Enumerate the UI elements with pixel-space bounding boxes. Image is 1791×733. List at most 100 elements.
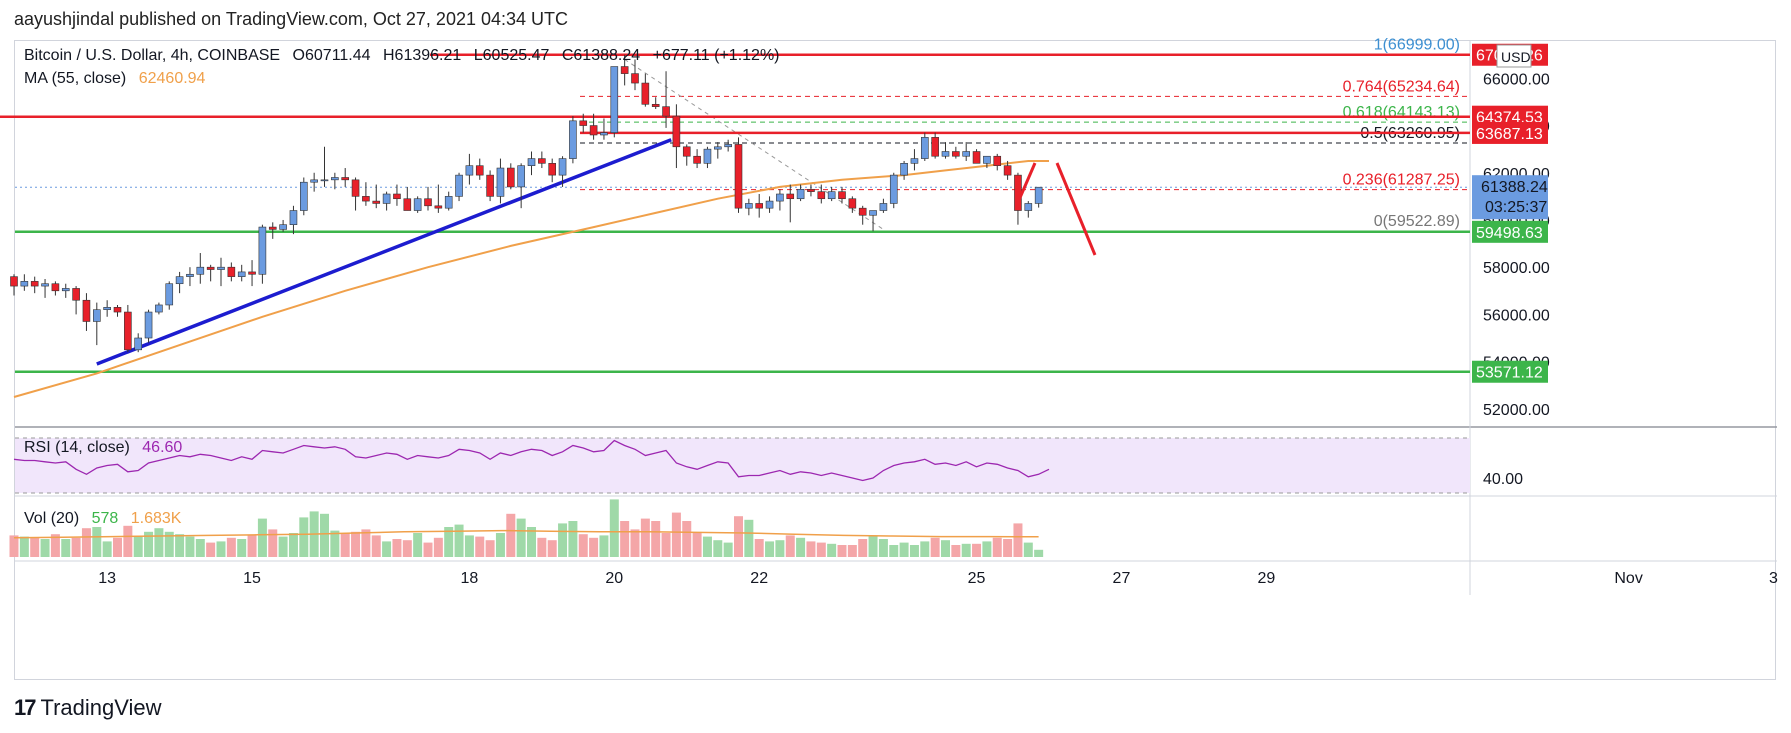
candle-body xyxy=(558,158,567,176)
currency-badge xyxy=(1496,44,1532,68)
rsi-label: RSI (14, close) xyxy=(24,439,130,456)
candle-body xyxy=(786,193,795,200)
volume-label: Vol (20) xyxy=(24,510,80,527)
price-badge xyxy=(1472,220,1548,243)
volume-bar xyxy=(154,528,164,557)
volume-bar xyxy=(247,535,257,557)
candle-body xyxy=(910,158,919,164)
volume-bar xyxy=(920,541,930,557)
candle-body xyxy=(672,115,681,148)
candle-body xyxy=(30,281,39,287)
rsi-value: 46.60 xyxy=(142,439,183,456)
volume-bar xyxy=(661,533,671,557)
candle-body xyxy=(931,137,939,157)
rsi-legend: RSI (14, close) 46.60 xyxy=(24,439,190,457)
price-badge-label: 59498.63 xyxy=(1476,225,1543,242)
candle-body xyxy=(889,174,898,204)
time-tick-label: 22 xyxy=(750,570,768,587)
rsi-tick-label: 40.00 xyxy=(1483,471,1523,488)
candle-body xyxy=(713,146,722,150)
volume-bar xyxy=(723,542,733,557)
low-value: L60525.47 xyxy=(473,47,550,64)
candle-body xyxy=(279,224,287,230)
time-tick-label: 27 xyxy=(1113,570,1131,587)
candle-body xyxy=(144,311,153,339)
candle-body xyxy=(641,82,650,105)
volume-bar xyxy=(899,542,909,557)
candle-body xyxy=(103,307,111,310)
candle-body xyxy=(155,304,163,313)
candle-body xyxy=(827,191,836,200)
candle-body xyxy=(517,165,525,188)
volume-bar xyxy=(330,530,340,557)
candle-body xyxy=(237,271,246,277)
volume-bar xyxy=(495,533,505,557)
candle-body xyxy=(848,198,857,209)
candle-body xyxy=(631,73,639,84)
candle-body xyxy=(320,179,329,182)
candle-body xyxy=(682,146,691,157)
volume-bar xyxy=(816,542,826,557)
high-value: H61396.21 xyxy=(383,47,462,64)
countdown-label: 03:25:37 xyxy=(1485,199,1547,216)
moving-average-line xyxy=(13,160,1049,398)
volume-bar xyxy=(796,537,806,557)
volume-bar xyxy=(144,531,154,557)
symbol-legend: Bitcoin / U.S. Dollar, 4h, COINBASE O607… xyxy=(24,47,788,65)
volume-bar xyxy=(858,539,868,557)
volume-bar xyxy=(868,535,878,557)
candle-body xyxy=(662,106,670,117)
volume-bar xyxy=(361,529,371,557)
candle-body xyxy=(1034,186,1043,204)
volume-value: 578 xyxy=(91,510,119,527)
price-tick-label: 56000.00 xyxy=(1483,307,1550,324)
volume-bar xyxy=(454,524,464,557)
price-badge-label: 53571.12 xyxy=(1476,365,1543,382)
candle-body xyxy=(113,307,122,313)
candle-body xyxy=(72,288,80,301)
candle-body xyxy=(486,174,494,197)
candle-body xyxy=(351,179,360,197)
fib-level-label: 0(59522.89) xyxy=(1374,213,1460,230)
tradingview-brand[interactable]: 17 TradingView xyxy=(14,695,162,721)
volume-bar xyxy=(837,545,847,557)
candle-body xyxy=(20,281,29,287)
volume-bar xyxy=(1034,549,1044,557)
projection-down-line xyxy=(1055,162,1097,256)
rsi-band xyxy=(15,438,1470,493)
chart-frame[interactable] xyxy=(14,40,1776,680)
volume-bar xyxy=(671,512,681,557)
candle-body xyxy=(900,163,908,176)
candle-body xyxy=(817,191,826,200)
candle-body xyxy=(382,193,391,204)
volume-bar xyxy=(257,518,267,557)
candle-body xyxy=(527,158,536,166)
candle-body xyxy=(703,148,712,164)
price-badge xyxy=(1472,121,1548,144)
volume-bar xyxy=(113,537,122,557)
volume-bar xyxy=(92,527,102,557)
brand-text: TradingView xyxy=(40,695,162,720)
candle-body xyxy=(393,193,401,200)
ma-label: MA (55, close) xyxy=(24,70,127,87)
candle-body xyxy=(548,163,557,176)
volume-bar xyxy=(609,499,619,557)
candle-body xyxy=(579,120,588,126)
volume-bar xyxy=(444,527,454,557)
volume-bar xyxy=(827,543,837,557)
trend-line xyxy=(96,138,672,366)
candle-body xyxy=(227,266,236,277)
candle-body xyxy=(196,266,205,275)
volume-bar xyxy=(785,535,795,557)
candle-body xyxy=(372,200,381,204)
candle-body xyxy=(506,167,515,188)
candle-body xyxy=(341,177,350,181)
volume-bar xyxy=(713,540,723,557)
candle-body xyxy=(258,226,267,275)
candle-body xyxy=(10,276,18,287)
volume-bar xyxy=(123,525,133,557)
volume-bar xyxy=(765,541,775,557)
current-price-label: 61388.24 xyxy=(1481,179,1548,196)
volume-bar xyxy=(889,545,899,557)
